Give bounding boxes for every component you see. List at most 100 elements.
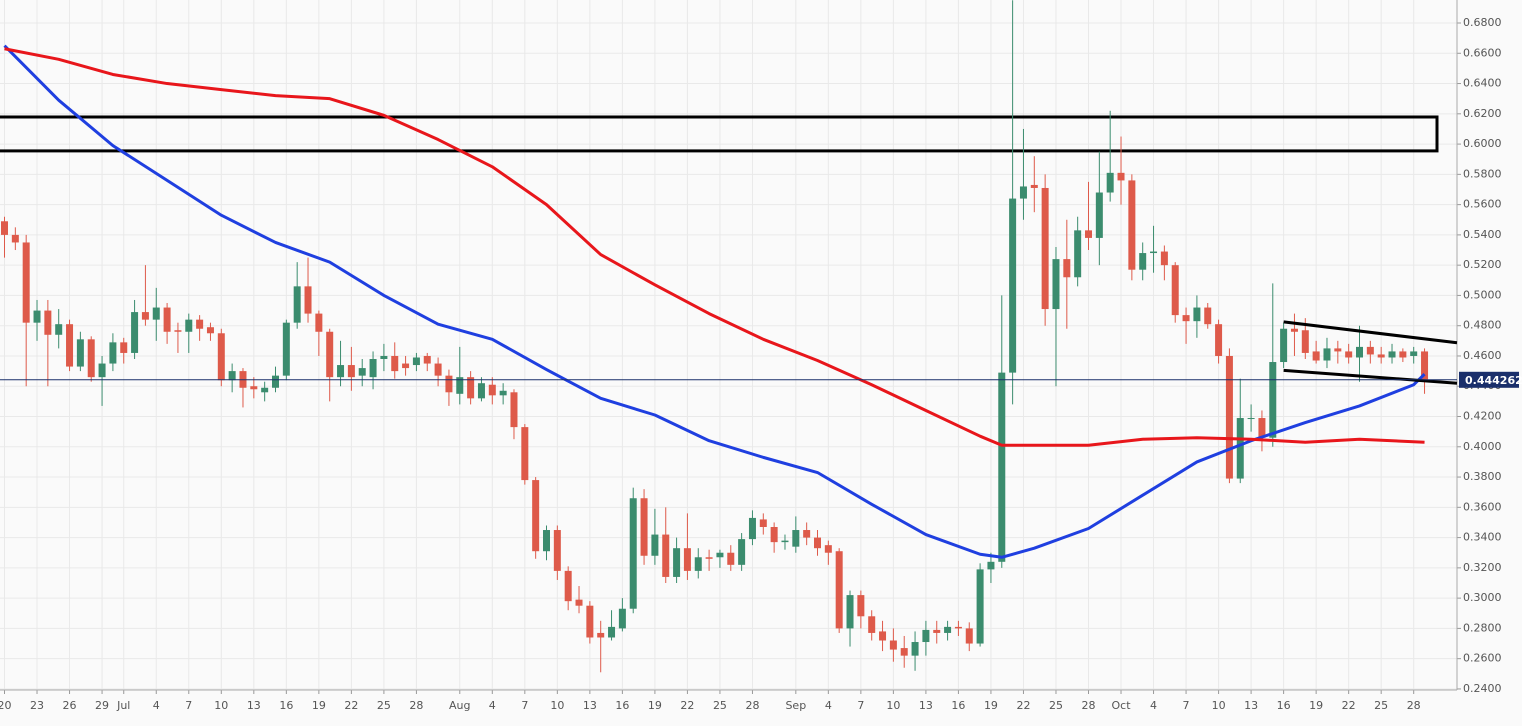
candle-body bbox=[272, 375, 279, 388]
trendline bbox=[1283, 320, 1458, 345]
candle-body bbox=[33, 310, 41, 323]
candle-body bbox=[87, 339, 95, 378]
y-tick-label: 0.6600 bbox=[1463, 46, 1502, 59]
x-tick-label: 19 bbox=[984, 699, 998, 712]
x-tick-label: 7 bbox=[521, 699, 528, 712]
candle-body bbox=[1150, 251, 1158, 254]
y-tick-label: 0.4800 bbox=[1463, 319, 1502, 332]
candle-body bbox=[662, 534, 670, 577]
y-tick-label: 0.6400 bbox=[1463, 77, 1502, 90]
candle-body bbox=[575, 599, 583, 606]
candle-body bbox=[76, 339, 84, 367]
y-tick-label: 0.5200 bbox=[1463, 258, 1502, 271]
x-tick-label: 19 bbox=[648, 699, 662, 712]
candle-body bbox=[141, 312, 149, 320]
x-tick-label: Jul bbox=[116, 699, 130, 712]
candle-body bbox=[1377, 354, 1385, 358]
candle-body bbox=[1052, 259, 1060, 310]
candle-body bbox=[369, 358, 377, 378]
candle-body bbox=[1074, 230, 1082, 278]
x-tick-label: 19 bbox=[312, 699, 326, 712]
candle-body bbox=[911, 642, 919, 656]
candle-body bbox=[976, 569, 984, 644]
candle-body bbox=[716, 552, 724, 558]
candle-body bbox=[1225, 355, 1233, 479]
x-tick-label: 28 bbox=[1082, 699, 1096, 712]
candle-body bbox=[456, 377, 464, 394]
y-tick-label: 0.5600 bbox=[1463, 198, 1502, 211]
candle-body bbox=[814, 537, 821, 549]
candle-body bbox=[434, 363, 442, 376]
y-tick-label: 0.2600 bbox=[1463, 652, 1502, 665]
candle-body bbox=[152, 307, 160, 320]
x-tick-label: 28 bbox=[409, 699, 423, 712]
candle-body bbox=[1421, 351, 1429, 380]
x-tick-label: 7 bbox=[185, 699, 192, 712]
candle-body bbox=[868, 616, 876, 633]
candle-body bbox=[380, 355, 388, 359]
candle-body bbox=[196, 319, 204, 329]
candle-body bbox=[347, 365, 355, 378]
candle-body bbox=[1041, 187, 1049, 310]
y-tick-label: 0.2800 bbox=[1463, 621, 1502, 634]
x-tick-label: 16 bbox=[951, 699, 965, 712]
x-tick-label: 7 bbox=[857, 699, 864, 712]
x-tick-label: 22 bbox=[680, 699, 694, 712]
candle-body bbox=[423, 355, 431, 364]
candle-body bbox=[282, 322, 290, 376]
y-tick-label: 0.5400 bbox=[1463, 228, 1502, 241]
candle-body bbox=[651, 534, 659, 556]
candle-body bbox=[228, 371, 236, 381]
candle-body bbox=[1019, 186, 1027, 199]
candle-body bbox=[109, 342, 117, 364]
candle-body bbox=[1030, 184, 1038, 188]
candle-body bbox=[120, 342, 128, 353]
candle-body bbox=[1160, 251, 1168, 266]
candle-body bbox=[261, 387, 269, 393]
y-tick-label: 0.5800 bbox=[1463, 167, 1502, 180]
x-tick-label: 10 bbox=[214, 699, 228, 712]
candle-body bbox=[1, 221, 8, 235]
candle-body bbox=[206, 327, 214, 334]
x-tick-label: 13 bbox=[583, 699, 597, 712]
y-tick-label: 0.4000 bbox=[1463, 440, 1502, 453]
candle-body bbox=[922, 629, 930, 643]
trendline bbox=[1283, 368, 1458, 385]
candle-body bbox=[250, 386, 258, 390]
candle-body bbox=[185, 319, 193, 332]
candle-body bbox=[174, 330, 182, 332]
candle-body bbox=[1193, 307, 1201, 322]
x-tick-label: 23 bbox=[30, 699, 44, 712]
candle-body bbox=[293, 286, 301, 323]
candle-body bbox=[521, 427, 529, 481]
candle-body bbox=[1301, 330, 1309, 353]
candle-body bbox=[1106, 172, 1114, 193]
candle-body bbox=[673, 548, 681, 577]
candle-body bbox=[163, 307, 171, 332]
x-tick-label: 10 bbox=[550, 699, 564, 712]
candle-body bbox=[488, 384, 496, 396]
candle-body bbox=[987, 561, 995, 570]
price-label-box bbox=[1459, 371, 1519, 388]
x-tick-label: 22 bbox=[1342, 699, 1356, 712]
candle-body bbox=[1334, 348, 1342, 352]
candle-body bbox=[98, 363, 106, 378]
candle-body bbox=[738, 539, 746, 565]
y-tick-label: 0.3800 bbox=[1463, 470, 1502, 483]
candle-body bbox=[304, 286, 312, 314]
candle-body bbox=[1312, 351, 1320, 361]
candle-body bbox=[499, 390, 507, 396]
candle-body bbox=[759, 519, 767, 527]
candle-body bbox=[954, 626, 962, 629]
x-tick-label: 16 bbox=[615, 699, 629, 712]
candle-body bbox=[781, 540, 789, 543]
candle-body bbox=[933, 629, 941, 633]
candle-body bbox=[879, 631, 887, 641]
candle-body bbox=[683, 548, 691, 571]
x-tick-label: 4 bbox=[153, 699, 160, 712]
candle-body bbox=[998, 372, 1006, 562]
candle-body bbox=[467, 377, 475, 399]
x-tick-label: 4 bbox=[825, 699, 832, 712]
candle-body bbox=[11, 234, 19, 243]
